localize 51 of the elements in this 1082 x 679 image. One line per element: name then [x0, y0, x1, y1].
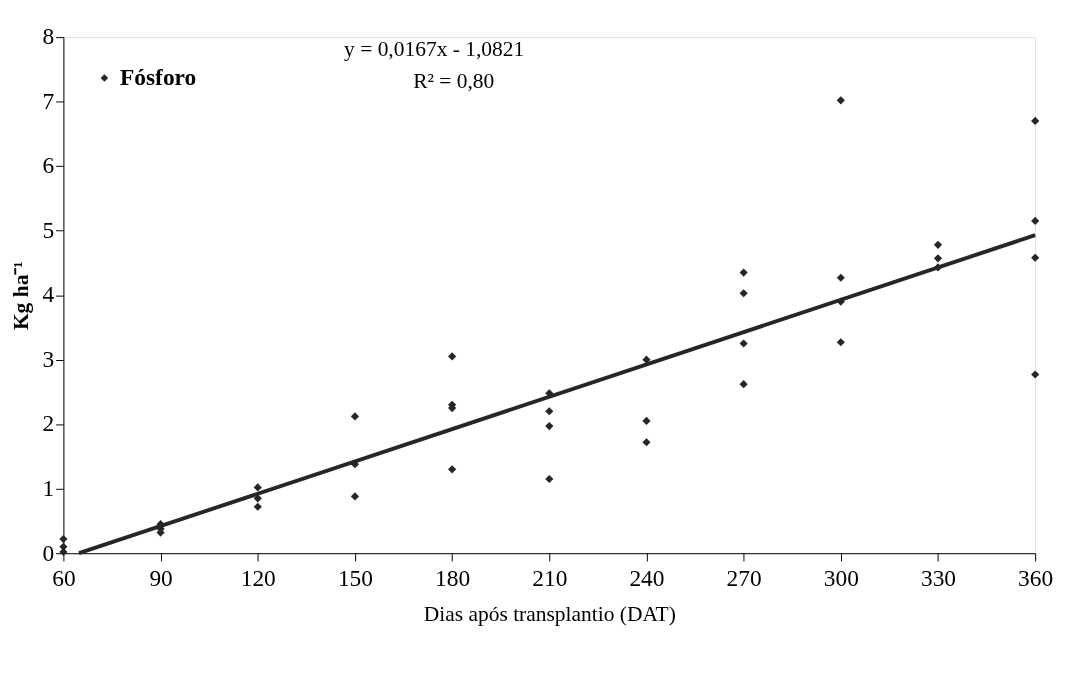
point — [836, 273, 845, 282]
x-tick-label: 300 — [823, 564, 859, 591]
annotation: y = 0,0167x - 1,0821 — [344, 36, 525, 61]
legend-label: Fósforo — [120, 63, 197, 90]
y-tick-label: 4 — [42, 281, 55, 308]
point — [448, 352, 457, 361]
point — [933, 240, 943, 249]
point — [739, 268, 748, 277]
point — [1031, 216, 1040, 226]
x-tick-label: 330 — [920, 564, 957, 591]
point — [739, 289, 748, 298]
y-tick-label: 1 — [42, 475, 55, 502]
x-tick-label: 360 — [1018, 564, 1054, 591]
x-tick-label: 270 — [726, 564, 762, 591]
point — [1031, 370, 1040, 379]
point — [350, 492, 360, 501]
x-tick-label: 120 — [240, 564, 276, 591]
y-axis-title: Kg ha⁻¹ — [8, 261, 33, 331]
x-tick-label: 180 — [435, 564, 471, 591]
point — [836, 96, 845, 105]
y-tick-label: 0 — [42, 539, 55, 566]
point — [1031, 253, 1040, 262]
y-tick-label: 5 — [42, 216, 55, 243]
point — [545, 422, 554, 431]
point — [933, 254, 943, 263]
point — [642, 438, 651, 447]
x-axis-title: Dias após transplantio (DAT) — [423, 602, 676, 627]
x-tick-label: 150 — [337, 564, 373, 591]
point — [739, 380, 748, 389]
y-tick-label: 3 — [42, 345, 55, 372]
y-tick-label: 2 — [42, 410, 55, 437]
point — [545, 407, 554, 416]
y-tick-label: 8 — [42, 23, 55, 50]
point — [448, 465, 457, 474]
point — [1031, 116, 1040, 126]
point — [253, 502, 262, 511]
point — [253, 483, 262, 492]
y-tick-label: 7 — [42, 87, 55, 114]
x-tick-label: 240 — [629, 564, 665, 591]
x-tick-label: 90 — [149, 564, 173, 591]
y-tick-label: 6 — [42, 152, 55, 179]
point — [59, 534, 68, 544]
point — [739, 339, 748, 348]
point — [350, 412, 360, 421]
point — [545, 474, 554, 484]
point — [642, 416, 651, 426]
point — [253, 494, 262, 503]
point — [836, 338, 845, 347]
annotation: R² = 0,80 — [413, 68, 495, 93]
x-tick-label: 210 — [532, 564, 568, 591]
x-tick-label: 60 — [52, 564, 76, 591]
